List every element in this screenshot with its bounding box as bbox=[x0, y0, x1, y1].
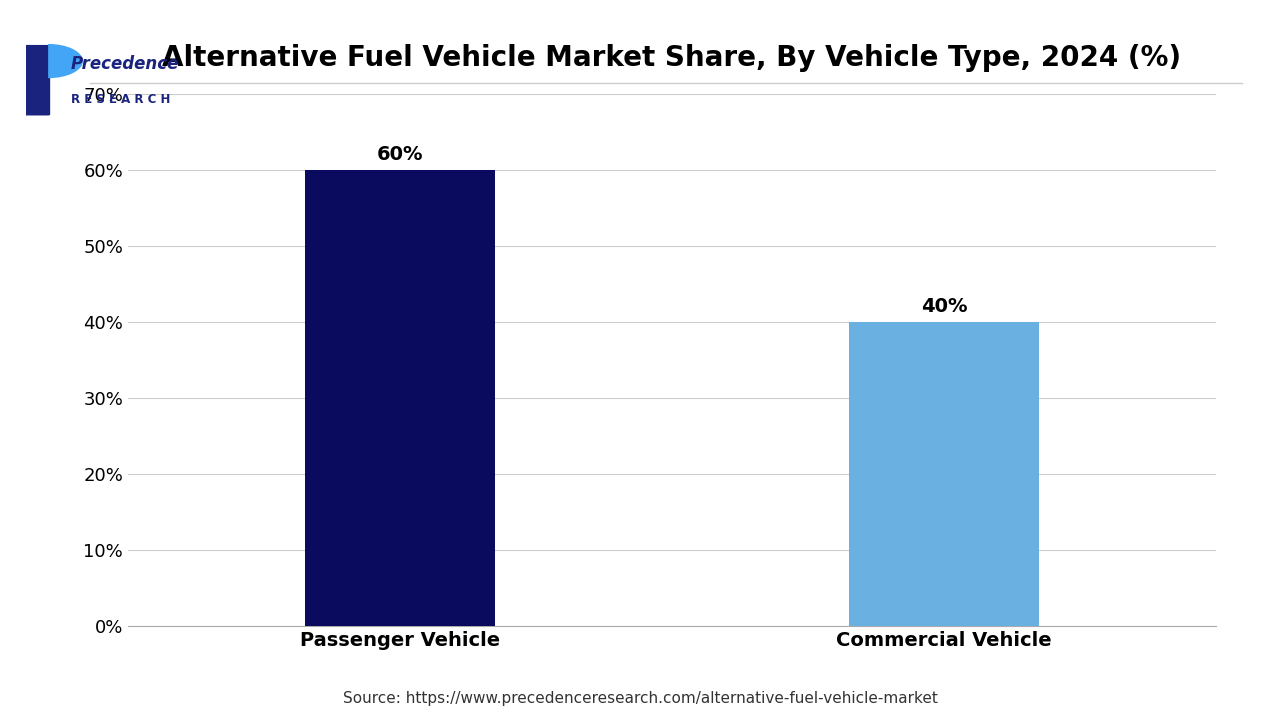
FancyBboxPatch shape bbox=[23, 45, 50, 115]
Text: R E S E A R C H: R E S E A R C H bbox=[70, 93, 170, 106]
Text: Precedence: Precedence bbox=[70, 55, 179, 73]
Text: 40%: 40% bbox=[920, 297, 968, 316]
Text: 60%: 60% bbox=[376, 145, 424, 163]
Wedge shape bbox=[49, 44, 83, 78]
Bar bbox=[305, 170, 495, 626]
Title: Alternative Fuel Vehicle Market Share, By Vehicle Type, 2024 (%): Alternative Fuel Vehicle Market Share, B… bbox=[163, 44, 1181, 72]
Text: Source: https://www.precedenceresearch.com/alternative-fuel-vehicle-market: Source: https://www.precedenceresearch.c… bbox=[343, 690, 937, 706]
Bar bbox=[849, 322, 1039, 626]
